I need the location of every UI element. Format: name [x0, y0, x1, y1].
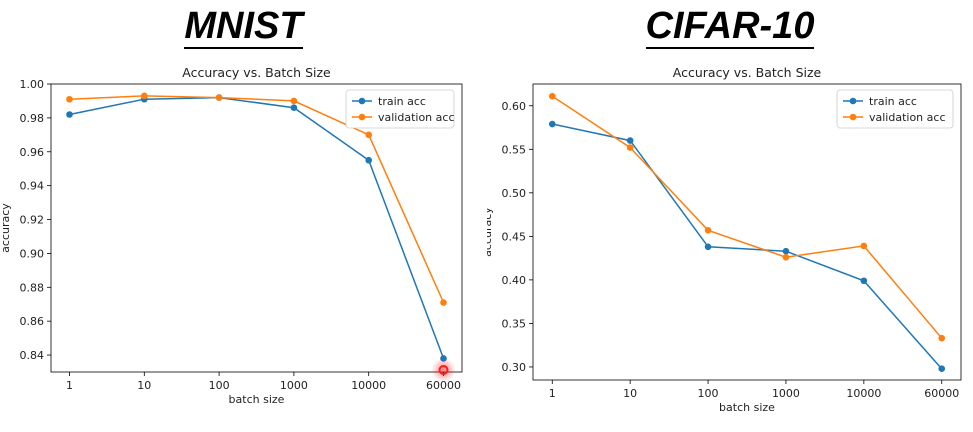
cifar10-point-train — [860, 277, 868, 285]
mnist-chart-title: Accuracy vs. Batch Size — [182, 65, 331, 80]
cifar10-series-line-train — [552, 123, 943, 370]
mnist-ytick-label: 0.92 — [20, 214, 45, 227]
mnist-ytick-label: 1.00 — [20, 78, 45, 91]
cifar10-xaxis-label: batch size — [719, 401, 775, 414]
cifar10-legend-box — [836, 89, 954, 129]
mnist-ytick-label: 0.84 — [20, 349, 45, 362]
cifar10-point-train — [782, 247, 790, 255]
cifar10-point-train — [704, 243, 712, 251]
cifar10-ytick-label: 0.45 — [502, 230, 527, 243]
cifar10-legend-marker — [849, 97, 857, 105]
mnist-series-line-train — [69, 96, 445, 359]
cifar10-point-validation — [782, 253, 790, 261]
mnist-xtick-label: 60000 — [426, 379, 461, 392]
cifar10-legend-marker — [849, 113, 857, 121]
mnist-chart: Accuracy vs. Batch Size 0.84 0.86 0.88 0.90 0… — [0, 65, 463, 406]
mnist-xaxis-label: batch size — [229, 393, 285, 406]
cifar10-xtick-label: 10000 — [846, 387, 881, 400]
cifar10-ytick-label: 0.40 — [502, 274, 527, 287]
mnist-point-validation — [440, 299, 447, 306]
cifar10-heading: CIFAR-10 — [645, 5, 815, 49]
mnist-panel: MNIST Accuracy vs. Batch Size 0.84 0.86 0.8… — [0, 5, 463, 406]
mnist-point-train — [290, 104, 298, 112]
mnist-legend-box — [345, 89, 455, 129]
mnist-point-validation — [215, 94, 223, 101]
cifar10-ytick-label: 0.50 — [502, 187, 527, 200]
mnist-ytick-label: 0.86 — [20, 315, 45, 328]
mnist-xtick-label: 10000 — [351, 379, 386, 392]
cifar10-point-train — [938, 365, 946, 372]
mnist-legend-label: train acc — [378, 95, 426, 108]
cifar10-point-validation — [626, 144, 634, 151]
mnist-legend-marker — [358, 97, 366, 105]
cifar10-point-validation — [938, 334, 946, 342]
cifar10-point-train — [548, 120, 556, 128]
cifar10-ytick-label: 0.60 — [502, 100, 527, 113]
mnist-legend-marker — [358, 113, 366, 121]
cifar10-plot-frame — [532, 83, 962, 381]
cifar10-xtick-label: 60000 — [924, 387, 959, 400]
cifar10-point-train — [626, 137, 634, 144]
mnist-point-validation — [365, 131, 373, 139]
cursor-highlight-glow — [431, 358, 456, 382]
cifar10-xtick-label: 100 — [698, 387, 719, 400]
mnist-yaxis-label: accuracy — [0, 203, 12, 253]
mnist-ytick-label: 0.96 — [20, 146, 45, 159]
mnist-series-line-validation — [69, 95, 445, 303]
cifar10-series-line-validation — [551, 95, 943, 339]
mnist-xtick-label: 1000 — [280, 379, 308, 392]
mnist-xtick-label: 1 — [66, 379, 73, 392]
mnist-ytick-label: 0.94 — [20, 180, 45, 193]
mnist-legend-label: validation acc — [378, 111, 455, 124]
mnist-point-validation — [290, 97, 298, 105]
cifar10-ytick-label: 0.30 — [502, 361, 527, 374]
cifar10-legend-label: validation acc — [869, 111, 946, 124]
mnist-point-validation — [140, 92, 148, 100]
cifar10-xtick-label: 10 — [623, 387, 637, 400]
mnist-ytick-label: 0.98 — [20, 112, 45, 125]
cursor-highlight-ring — [438, 365, 449, 375]
mnist-xtick-label: 10 — [137, 379, 151, 392]
cifar10-ytick-label: 0.55 — [502, 143, 527, 156]
cifar10-point-validation — [860, 242, 868, 250]
mnist-ytick-label: 0.88 — [20, 281, 45, 294]
mnist-point-train — [66, 111, 73, 118]
mnist-ytick-label: 0.90 — [20, 247, 45, 260]
cifar10-point-validation — [704, 226, 712, 234]
cifar10-point-validation — [548, 92, 556, 100]
mnist-point-validation — [66, 95, 73, 103]
cifar10-legend-label: train acc — [869, 95, 917, 108]
mnist-xtick-label: 100 — [209, 379, 230, 392]
cifar10-ytick-label: 0.35 — [502, 317, 527, 330]
cifar10-yaxis-label: accuracy — [487, 207, 494, 257]
mnist-heading: MNIST — [184, 5, 303, 49]
cifar10-chart-title: Accuracy vs. Batch Size — [673, 65, 822, 80]
cifar10-panel: CIFAR-10 Accuracy vs. Batch Size 0.30 0.35… — [487, 0, 973, 432]
cifar10-chart: Accuracy vs. Batch Size 0.30 0.35 0.40 0.45 0… — [487, 65, 962, 414]
mnist-plot-frame — [50, 83, 463, 373]
cifar10-xtick-label: 1 — [549, 387, 556, 400]
mnist-point-train — [365, 156, 373, 164]
cifar10-xtick-label: 1000 — [772, 387, 800, 400]
